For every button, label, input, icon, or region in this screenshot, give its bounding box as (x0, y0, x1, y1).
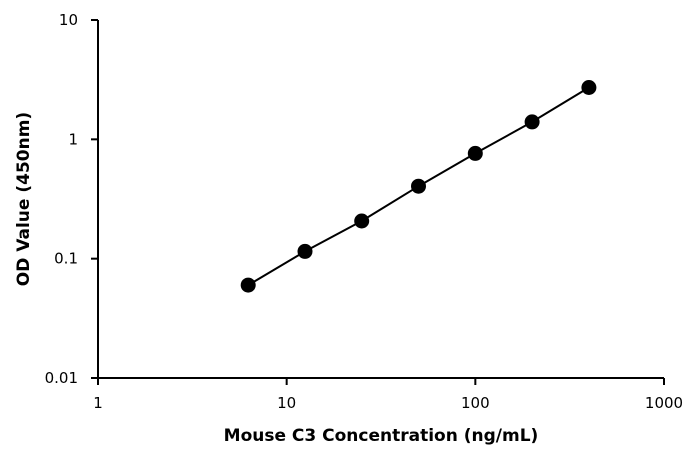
x-ticks: 1 10 100 1000 (93, 378, 683, 412)
y-tick-label: 0.1 (54, 250, 78, 268)
y-ticks: 0.01 0.1 1 10 (45, 11, 98, 387)
data-point (467, 145, 483, 161)
data-point (354, 213, 370, 229)
y-tick-label: 1 (68, 130, 78, 148)
data-point (411, 178, 426, 194)
data-point (524, 114, 540, 130)
x-tick-label: 100 (461, 394, 490, 412)
series-group (240, 80, 597, 293)
y-tick-label: 10 (59, 11, 78, 29)
axes (97, 20, 664, 379)
data-point (297, 243, 313, 259)
x-tick-label: 1000 (645, 394, 683, 412)
y-axis-title: OD Value (450nm) (14, 112, 34, 286)
x-tick-label: 1 (93, 394, 103, 412)
x-axis-title: Mouse C3 Concentration (ng/mL) (224, 426, 539, 446)
data-point (240, 277, 256, 293)
x-tick-label: 10 (277, 394, 296, 412)
data-point (581, 80, 597, 95)
y-tick-label: 0.01 (45, 369, 78, 387)
